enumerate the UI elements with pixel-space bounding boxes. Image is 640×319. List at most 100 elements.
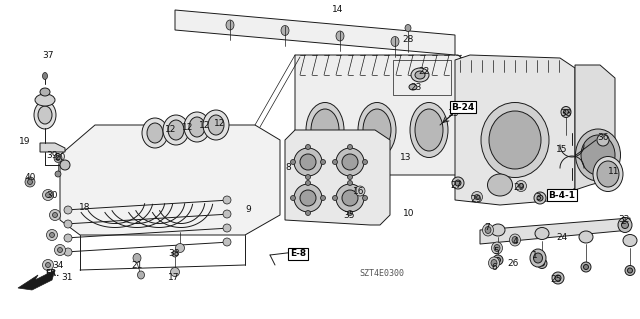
Ellipse shape [175,243,184,253]
Ellipse shape [54,153,62,162]
Text: 22: 22 [419,68,429,77]
Text: 38: 38 [168,249,180,257]
Ellipse shape [184,112,210,142]
Ellipse shape [415,109,443,151]
Text: 29: 29 [513,183,525,192]
Ellipse shape [291,160,296,165]
Ellipse shape [593,157,623,191]
Text: 6: 6 [491,263,497,272]
Text: 8: 8 [285,164,291,173]
Ellipse shape [208,115,224,135]
Ellipse shape [452,177,464,189]
Ellipse shape [474,195,479,199]
Text: 16: 16 [353,188,365,197]
Ellipse shape [348,181,353,186]
Text: 14: 14 [332,5,344,14]
Text: 35: 35 [343,211,355,219]
Text: 29: 29 [470,196,482,204]
Ellipse shape [534,192,546,204]
Ellipse shape [64,220,72,228]
Text: 5: 5 [493,248,499,256]
Ellipse shape [391,36,399,47]
Ellipse shape [294,148,322,176]
Ellipse shape [358,102,396,158]
Ellipse shape [488,257,499,269]
Text: FR.: FR. [45,269,59,278]
Ellipse shape [355,186,365,196]
Ellipse shape [306,102,344,158]
Ellipse shape [342,154,358,170]
Ellipse shape [563,109,568,115]
Ellipse shape [618,218,632,233]
Ellipse shape [305,145,310,150]
Text: 13: 13 [400,152,412,161]
Ellipse shape [485,226,491,234]
Ellipse shape [627,268,632,273]
Ellipse shape [56,155,60,160]
Text: 13: 13 [448,108,460,117]
Ellipse shape [223,224,231,232]
Ellipse shape [300,154,316,170]
Ellipse shape [535,227,549,240]
Text: 32: 32 [618,216,630,225]
Ellipse shape [472,191,483,203]
Ellipse shape [333,160,337,165]
Ellipse shape [64,248,72,256]
Text: 7: 7 [484,224,490,233]
Ellipse shape [203,110,229,140]
Ellipse shape [491,224,505,236]
Ellipse shape [321,196,326,201]
Ellipse shape [336,184,364,212]
Ellipse shape [168,120,184,140]
Ellipse shape [621,221,628,228]
Ellipse shape [483,224,493,236]
Polygon shape [480,218,630,244]
Polygon shape [40,143,65,152]
Ellipse shape [281,26,289,35]
Text: 12: 12 [165,124,177,133]
Ellipse shape [49,233,54,238]
Text: B-24: B-24 [451,102,475,112]
Text: 33: 33 [560,108,572,117]
Ellipse shape [481,102,549,177]
Text: 11: 11 [608,167,620,176]
Text: 12: 12 [214,118,226,128]
Text: 30: 30 [46,190,58,199]
Text: 2: 2 [620,218,626,226]
Ellipse shape [45,263,51,268]
Ellipse shape [333,196,337,201]
Ellipse shape [147,123,163,143]
Ellipse shape [64,206,72,214]
Polygon shape [285,130,390,225]
Ellipse shape [64,234,72,242]
Ellipse shape [362,160,367,165]
Ellipse shape [348,211,353,216]
Ellipse shape [555,275,561,281]
Ellipse shape [489,111,541,169]
Ellipse shape [561,107,571,117]
Ellipse shape [133,254,141,263]
Ellipse shape [170,268,179,277]
Bar [393,60,451,95]
Ellipse shape [223,196,231,204]
Ellipse shape [311,109,339,151]
Text: 4: 4 [512,238,518,247]
Ellipse shape [54,244,65,256]
Text: 1: 1 [532,250,538,259]
Ellipse shape [348,145,353,150]
Ellipse shape [172,251,178,257]
Text: 21: 21 [131,261,143,270]
Ellipse shape [42,189,54,201]
Ellipse shape [163,115,189,145]
Ellipse shape [342,190,358,206]
Ellipse shape [515,181,527,191]
Ellipse shape [493,255,503,265]
Ellipse shape [294,184,322,212]
Ellipse shape [45,192,51,197]
Text: 26: 26 [508,259,518,269]
Polygon shape [455,55,575,205]
Polygon shape [575,65,615,190]
Ellipse shape [189,117,205,137]
Text: 9: 9 [245,205,251,214]
Ellipse shape [362,196,367,201]
